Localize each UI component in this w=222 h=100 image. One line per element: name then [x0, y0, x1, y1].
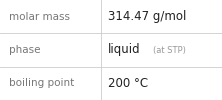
- Text: molar mass: molar mass: [9, 12, 70, 22]
- Text: phase: phase: [9, 45, 40, 55]
- Text: boiling point: boiling point: [9, 78, 74, 88]
- Text: (at STP): (at STP): [153, 46, 186, 54]
- Text: 314.47 g/mol: 314.47 g/mol: [108, 10, 186, 23]
- Text: 200 °C: 200 °C: [108, 77, 148, 90]
- Text: liquid: liquid: [108, 44, 140, 56]
